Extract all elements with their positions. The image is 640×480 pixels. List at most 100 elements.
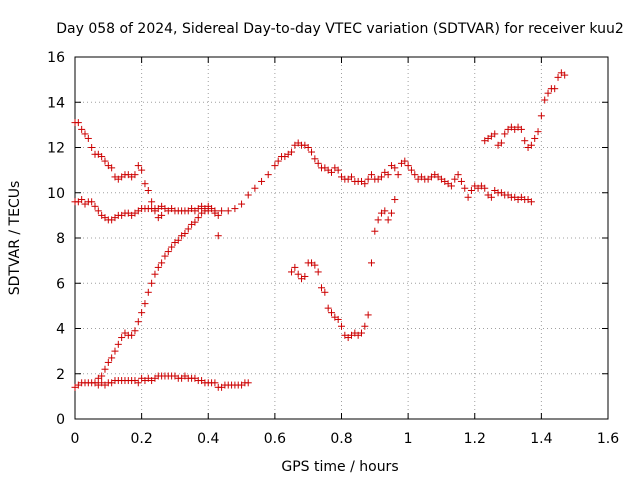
data-point — [288, 268, 296, 276]
data-point — [168, 243, 176, 251]
data-point — [377, 173, 385, 181]
series-satellite-a-low — [71, 372, 252, 391]
data-point — [551, 85, 559, 93]
data-point — [184, 225, 192, 233]
data-point — [154, 263, 162, 271]
data-point — [314, 268, 322, 276]
data-point — [101, 157, 109, 165]
data-point — [98, 153, 106, 161]
data-point — [91, 202, 99, 210]
y-tick-label: 8 — [56, 231, 65, 247]
data-point — [224, 207, 232, 215]
x-tick-label: 1 — [404, 431, 413, 447]
data-point — [91, 379, 99, 387]
data-point — [374, 216, 382, 224]
data-point — [274, 157, 282, 165]
data-point — [451, 175, 459, 183]
data-point — [214, 211, 222, 219]
data-point — [301, 272, 309, 280]
data-point — [108, 354, 116, 362]
data-point — [347, 173, 355, 181]
data-point — [138, 309, 146, 317]
data-point — [531, 134, 539, 142]
data-point — [131, 327, 139, 335]
data-point — [311, 155, 319, 163]
data-point — [104, 358, 112, 366]
data-point — [371, 227, 379, 235]
data-point — [541, 96, 549, 104]
data-point — [404, 162, 412, 170]
data-point — [101, 365, 109, 373]
data-point — [304, 144, 312, 151]
x-tick-label: 0 — [71, 431, 80, 447]
data-point — [311, 261, 319, 269]
data-point — [391, 164, 399, 172]
data-point — [181, 229, 189, 237]
data-point — [491, 130, 499, 138]
data-point — [264, 171, 272, 179]
data-point — [141, 180, 149, 188]
data-point — [271, 162, 279, 170]
data-point — [231, 205, 239, 213]
data-point — [144, 186, 152, 194]
data-point — [218, 207, 226, 215]
data-point — [138, 166, 146, 174]
y-axis-label: SDTVAR / TECUs — [7, 181, 23, 296]
chart-title: Day 058 of 2024, Sidereal Day-to-day VTE… — [56, 21, 624, 37]
data-point — [401, 157, 409, 165]
data-point — [84, 134, 92, 142]
x-axis-label: GPS time / hours — [281, 459, 398, 475]
y-tick-label: 4 — [56, 322, 65, 338]
data-point — [338, 322, 345, 330]
x-tick-label: 1.6 — [597, 431, 619, 447]
data-point — [324, 304, 332, 312]
data-point — [334, 315, 342, 323]
data-point — [457, 177, 465, 185]
data-point — [134, 318, 142, 326]
y-tick-label: 10 — [47, 186, 65, 202]
data-point — [244, 191, 252, 199]
data-point — [361, 322, 369, 330]
data-point — [367, 171, 375, 179]
data-point — [214, 232, 222, 240]
data-point — [384, 171, 392, 179]
data-point — [191, 218, 199, 226]
data-point — [501, 130, 509, 138]
data-point — [78, 196, 86, 204]
data-point — [361, 180, 369, 188]
series-satellite-d-flat — [71, 196, 222, 224]
data-point — [384, 216, 392, 224]
x-tick-label: 0.4 — [197, 431, 219, 447]
series-satellite-c-descending — [71, 119, 166, 222]
axis-ticks: 0 0.2 0.4 0.6 0.8 1 1.2 1.4 1.6 0 2 4 6 8 10 12 14 16 — [47, 50, 619, 447]
data-point — [318, 284, 326, 292]
data-point — [118, 334, 126, 342]
data-point — [411, 171, 419, 179]
y-tick-label: 6 — [56, 276, 65, 292]
data-point — [141, 300, 149, 308]
data-point — [554, 73, 562, 81]
data-point — [387, 209, 395, 217]
data-point — [111, 347, 119, 355]
data-point — [487, 193, 495, 201]
data-point — [151, 270, 159, 278]
grid — [75, 57, 608, 419]
data-point — [148, 279, 156, 287]
data-point — [211, 207, 219, 215]
data-point — [161, 252, 169, 260]
x-tick-label: 0.8 — [330, 431, 352, 447]
series-satellite-e-dip — [288, 196, 399, 342]
data-point — [467, 186, 475, 194]
data-point — [88, 144, 96, 151]
data-point — [464, 193, 472, 201]
y-tick-label: 12 — [47, 141, 65, 157]
x-tick-label: 0.6 — [264, 431, 286, 447]
data-point — [357, 329, 365, 337]
data-point — [394, 171, 402, 179]
data-point — [131, 171, 139, 179]
data-point — [258, 177, 266, 185]
data-point — [328, 309, 336, 317]
y-tick-label: 2 — [56, 367, 65, 383]
data-point — [134, 162, 142, 170]
data-point — [251, 184, 259, 192]
